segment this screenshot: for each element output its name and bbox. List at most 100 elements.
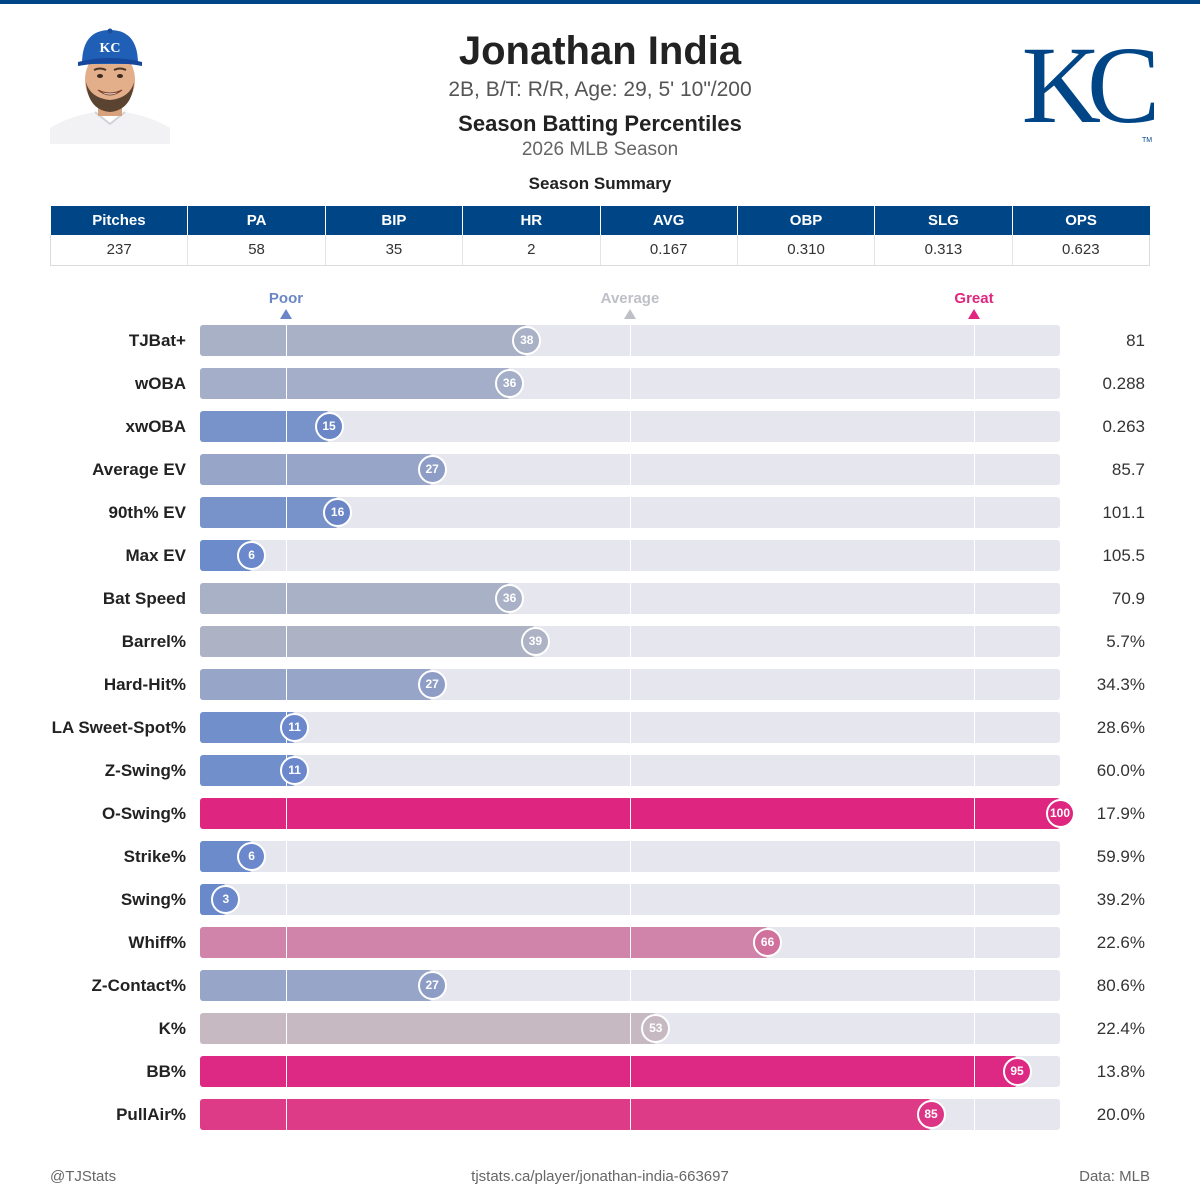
reference-line: [630, 368, 631, 399]
metric-label: TJBat+: [128, 331, 186, 350]
percentile-bar: [200, 1056, 1017, 1087]
percentile-bar: [200, 970, 433, 1001]
percentile-row: Strike% 6 59.9%: [0, 841, 1200, 872]
percentile-dot: 11: [280, 756, 310, 785]
player-name: Jonathan India: [458, 29, 742, 73]
percentile-dot: 85: [916, 1100, 946, 1129]
great-marker-triangle-icon: [968, 309, 980, 319]
percentile-row: Average EV 27 85.7: [0, 454, 1200, 485]
percentile-dot: 3: [211, 885, 241, 914]
reference-line: [286, 583, 287, 614]
great-marker-label: Great: [954, 290, 994, 307]
percentile-track: 27: [200, 970, 1060, 1001]
reference-line: [630, 970, 631, 1001]
metric-label: Z-Contact%: [91, 976, 186, 995]
reference-line: [974, 841, 975, 872]
stat-value: 17.9%: [1096, 804, 1145, 823]
reference-line: [630, 1099, 631, 1130]
percentile-dot: 66: [753, 928, 783, 957]
poor-marker-label: Poor: [268, 290, 304, 307]
percentile-row: Bat Speed 36 70.9: [0, 583, 1200, 614]
reference-line: [974, 669, 975, 700]
percentile-row: 90th% EV 16 101.1: [0, 497, 1200, 528]
stat-value: 22.6%: [1096, 933, 1145, 952]
percentile-bar: [200, 712, 295, 743]
percentile-row: wOBA 36 0.288: [0, 368, 1200, 399]
reference-line: [974, 497, 975, 528]
report-title: Season Batting Percentiles: [458, 111, 742, 136]
reference-line: [286, 1056, 287, 1087]
percentile-bar: [200, 325, 527, 356]
percentile-bar: [200, 411, 329, 442]
reference-line: [630, 454, 631, 485]
reference-line: [974, 1013, 975, 1044]
reference-line: [974, 755, 975, 786]
percentile-dot: 95: [1002, 1057, 1032, 1086]
metric-label: Hard-Hit%: [103, 675, 186, 694]
stat-value: 59.9%: [1096, 847, 1145, 866]
stat-value: 105.5: [1102, 546, 1145, 565]
summary-title: Season Summary: [528, 174, 672, 193]
percentile-dot: 27: [417, 971, 447, 1000]
reference-line: [286, 1099, 287, 1130]
summary-header-cell: Pitches: [50, 206, 189, 235]
percentile-dot: 38: [512, 326, 542, 355]
stat-value: 39.2%: [1096, 890, 1145, 909]
stat-value: 22.4%: [1096, 1019, 1145, 1038]
report-season: 2026 MLB Season: [521, 139, 679, 160]
reference-line: [630, 841, 631, 872]
top-stripe: [0, 0, 1200, 4]
percentile-track: 36: [200, 368, 1060, 399]
percentile-dot: 15: [314, 412, 344, 441]
reference-line: [974, 540, 975, 571]
percentile-track: 85: [200, 1099, 1060, 1130]
reference-line: [286, 497, 287, 528]
summary-value-cell: 35: [325, 235, 464, 266]
reference-line: [974, 411, 975, 442]
report-header: Jonathan India 2B, B/T: R/R, Age: 29, 5'…: [250, 26, 950, 162]
reference-line: [286, 927, 287, 958]
percentile-track: 16: [200, 497, 1060, 528]
percentile-row: BB% 95 13.8%: [0, 1056, 1200, 1087]
summary-value-cell: 0.167: [600, 235, 738, 266]
stat-value: 28.6%: [1096, 718, 1145, 737]
reference-line: [630, 1013, 631, 1044]
footer-source: Data: MLB: [1079, 1168, 1150, 1185]
summary-header-cell: AVG: [600, 206, 738, 235]
metric-label: LA Sweet-Spot%: [51, 718, 186, 737]
stat-value: 0.263: [1102, 417, 1145, 436]
percentile-bar: [200, 927, 768, 958]
reference-line: [630, 411, 631, 442]
reference-line: [630, 755, 631, 786]
player-headshot: KC: [50, 24, 170, 144]
percentile-bar: [200, 583, 510, 614]
percentile-row: PullAir% 85 20.0%: [0, 1099, 1200, 1130]
summary-header-cell: PA: [187, 206, 326, 235]
reference-line: [286, 626, 287, 657]
reference-line: [974, 798, 975, 829]
reference-line: [974, 325, 975, 356]
average-marker-label: Average: [600, 290, 660, 307]
summary-header-row: Pitches PA BIP HR AVG OBP SLG OPS: [50, 206, 1150, 235]
reference-line: [630, 540, 631, 571]
percentile-track: 27: [200, 454, 1060, 485]
reference-line: [286, 884, 287, 915]
reference-line: [974, 970, 975, 1001]
percentile-bar: [200, 454, 433, 485]
percentile-row: TJBat+ 38 81: [0, 325, 1200, 356]
metric-label: xwOBA: [125, 417, 186, 436]
percentile-track: 36: [200, 583, 1060, 614]
reference-line: [974, 884, 975, 915]
reference-line: [974, 583, 975, 614]
reference-line: [286, 325, 287, 356]
percentile-track: 95: [200, 1056, 1060, 1087]
metric-label: BB%: [146, 1062, 186, 1081]
percentile-track: 66: [200, 927, 1060, 958]
poor-marker: Poor: [226, 290, 346, 319]
percentile-bar: [200, 368, 510, 399]
percentile-dot: 39: [520, 627, 550, 656]
summary-value-cell: 0.623: [1012, 235, 1151, 266]
average-marker: Average: [570, 290, 690, 319]
reference-line: [286, 970, 287, 1001]
reference-line: [630, 669, 631, 700]
